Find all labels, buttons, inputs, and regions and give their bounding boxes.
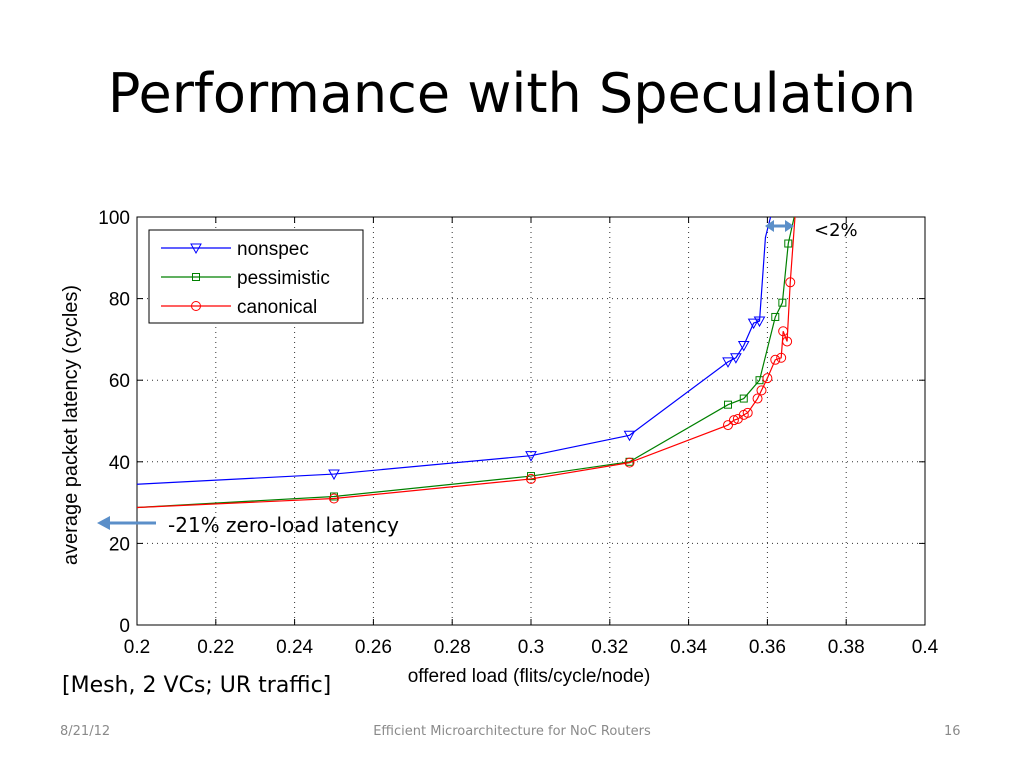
data-point <box>330 492 338 501</box>
data-point <box>192 273 200 281</box>
data-point <box>730 353 742 364</box>
data-point <box>785 277 796 288</box>
legend: nonspec pessimistic canonical <box>148 229 364 324</box>
data-point <box>778 326 789 337</box>
y-tick-label: 100 <box>98 208 130 229</box>
data-point <box>328 469 340 481</box>
gap-arrow-head-right <box>785 220 794 232</box>
x-tick-label: 0.36 <box>749 637 786 658</box>
plot-area <box>137 217 796 509</box>
x-tick-label: 0.28 <box>434 637 471 658</box>
slide-number: 16 <box>944 724 961 739</box>
gap-annotation: <2% <box>814 220 858 241</box>
data-point <box>722 357 734 368</box>
data-point <box>728 415 739 426</box>
footer-title: Efficient Microarchitecture for NoC Rout… <box>373 724 651 739</box>
gap-arrow <box>765 220 794 232</box>
data-point <box>724 400 732 409</box>
y-tick-label: 60 <box>109 371 130 392</box>
data-point <box>771 312 780 321</box>
data-point <box>762 373 773 384</box>
data-point <box>723 420 733 431</box>
data-point <box>526 473 536 484</box>
x-tick-label: 0.3 <box>518 637 544 658</box>
gap-arrow-head-left <box>765 220 774 232</box>
data-point <box>623 430 636 442</box>
data-point <box>756 385 767 396</box>
data-point <box>782 336 793 347</box>
y-tick-label: 0 <box>119 616 130 637</box>
series-nonspec <box>137 217 772 485</box>
x-tick-label: 0.26 <box>355 637 392 658</box>
y-axis-label: average packet latency (cycles) <box>60 285 82 565</box>
data-point <box>747 318 760 330</box>
data-point <box>739 394 748 403</box>
x-axis-label: offered load (flits/cycle/node) <box>408 666 651 687</box>
x-tick-label: 0.2 <box>124 637 150 658</box>
x-tick-label: 0.24 <box>276 637 313 658</box>
x-tick-label: 0.4 <box>912 637 939 658</box>
series-line-canonical <box>137 217 796 509</box>
slide-title: Performance with Speculation <box>107 62 917 125</box>
data-point <box>752 393 763 404</box>
data-point <box>737 341 750 352</box>
data-point <box>742 407 753 418</box>
data-point <box>784 239 793 248</box>
footer-date: 8/21/12 <box>60 724 111 739</box>
legend-label-nonspec: nonspec <box>237 239 309 260</box>
legend-label-pessimistic: pessimistic <box>237 268 330 289</box>
data-point <box>329 493 339 504</box>
data-point <box>190 243 202 255</box>
data-point <box>778 298 787 307</box>
y-tick-label: 20 <box>109 534 130 555</box>
x-tick-label: 0.22 <box>197 637 234 658</box>
series-pessimistic <box>137 217 795 509</box>
data-point <box>776 352 787 363</box>
x-tick-label: 0.38 <box>828 637 865 658</box>
zero-load-annotation: -21% zero-load latency <box>168 513 400 537</box>
series-line-pessimistic <box>137 217 795 509</box>
data-point <box>753 316 766 328</box>
data-point <box>770 354 781 365</box>
setup-caption: [Mesh, 2 VCs; UR traffic] <box>62 673 332 698</box>
data-point <box>525 451 537 462</box>
y-tick-label: 80 <box>109 290 130 311</box>
data-point <box>624 457 635 468</box>
x-tick-label: 0.32 <box>591 637 628 658</box>
y-tick-label: 40 <box>109 453 130 474</box>
legend-label-canonical: canonical <box>237 297 317 318</box>
zero-load-arrow <box>97 516 156 530</box>
series-line-nonspec <box>137 217 772 485</box>
data-point <box>191 301 201 311</box>
series-canonical <box>137 217 796 509</box>
zero-load-arrow-head <box>97 516 110 530</box>
x-tick-label: 0.34 <box>670 637 707 658</box>
